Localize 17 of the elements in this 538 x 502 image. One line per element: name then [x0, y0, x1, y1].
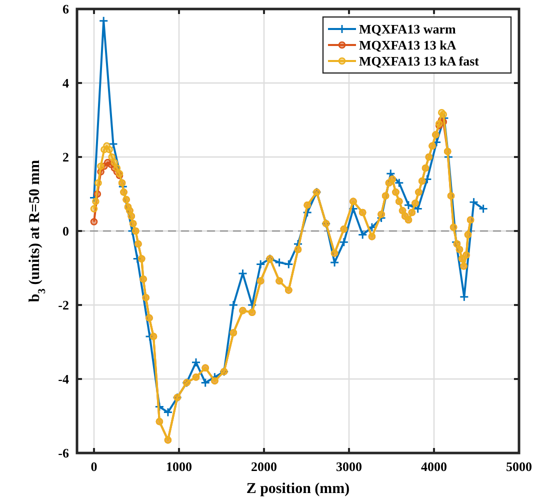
x-axis-title: Z position (mm): [246, 481, 350, 497]
x-tick-label: 1000: [166, 459, 192, 474]
y-tick-label: 4: [62, 76, 70, 90]
x-tick-label: 5000: [506, 459, 532, 474]
y-tick-label: 2: [62, 150, 69, 164]
x-tick-label: 3000: [336, 459, 362, 474]
legend-label: MQXFA13 warm: [359, 22, 456, 36]
y-tick-label: -2: [58, 298, 69, 312]
y-tick-label: -6: [58, 446, 70, 460]
x-tick-label: 0: [90, 459, 98, 474]
x-tick-label: 4000: [421, 459, 447, 474]
x-tick-label: 2000: [251, 459, 277, 474]
y-tick-label: -4: [58, 372, 70, 386]
y-tick-label: 6: [62, 2, 70, 16]
legend-label: MQXFA13 13 kA fast: [359, 54, 480, 68]
legend-label: MQXFA13 13 kA: [359, 38, 457, 52]
y-tick-label: 0: [62, 224, 69, 238]
